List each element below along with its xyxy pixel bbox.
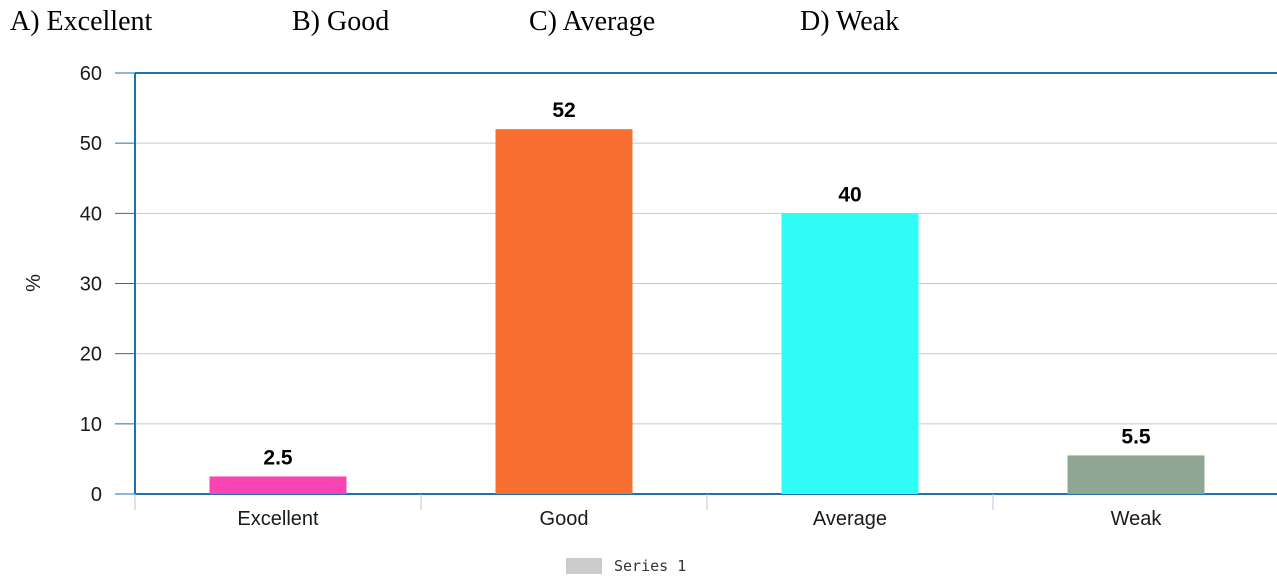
y-axis-label: % — [23, 274, 45, 292]
y-tick-label: 0 — [91, 484, 102, 506]
bar-excellent — [209, 476, 347, 494]
data-label: 5.5 — [1121, 425, 1151, 448]
x-category-label: Average — [813, 508, 887, 530]
y-tick-label: 20 — [80, 344, 102, 366]
data-label: 40 — [838, 183, 861, 206]
chart-legend: Series 1 — [566, 557, 686, 575]
y-tick-label: 30 — [80, 274, 102, 296]
option-d: D) Weak — [800, 6, 900, 37]
bar-average — [781, 213, 919, 495]
data-label: 2.5 — [263, 446, 293, 469]
legend-swatch — [566, 558, 602, 574]
bar-good — [495, 129, 633, 494]
x-category-label: Excellent — [237, 508, 319, 530]
x-category-label: Good — [540, 508, 589, 530]
y-tick-label: 50 — [80, 133, 102, 155]
y-tick-label: 10 — [80, 414, 102, 436]
option-c: C) Average — [529, 6, 656, 37]
y-tick-label: 40 — [80, 203, 102, 225]
data-label: 52 — [552, 99, 575, 122]
option-b: B) Good — [292, 6, 390, 37]
option-a: A) Excellent — [10, 6, 153, 37]
bar-weak — [1067, 455, 1205, 494]
answer-options: A) Excellent B) Good C) Average D) Weak — [10, 6, 1210, 42]
y-tick-label: 60 — [80, 63, 102, 85]
x-category-label: Weak — [1111, 508, 1163, 530]
legend-label: Series 1 — [614, 557, 687, 575]
